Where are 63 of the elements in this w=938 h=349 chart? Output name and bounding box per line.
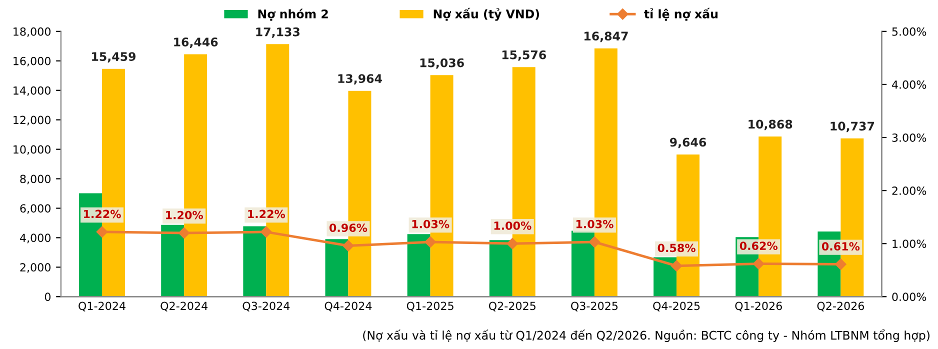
legend-label: Nợ xấu (tỷ VND) [434,8,540,21]
point [342,240,354,252]
y2-tick-label: 3.00% [892,133,926,142]
data-label: 13,964 [338,74,382,85]
point [753,258,764,270]
point [588,236,600,248]
data-label: 9,646 [670,138,706,148]
legend-label: Nợ nhóm 2 [258,8,328,21]
point [96,226,108,238]
y2-tick-label: 4.00% [892,80,926,89]
y-tick-label: 0 [44,292,51,302]
y2-tick-label: 0.00% [892,292,926,302]
data-label: 15,576 [502,50,546,61]
data-label: 1.03% [412,220,450,228]
bar [489,240,512,297]
data-label: 0.58% [658,244,696,252]
x-tick-label: Q1-2025 [406,302,454,312]
data-label: 16,847 [584,32,628,42]
x-tick-label: Q1-2024 [78,302,126,312]
data-label: 15,036 [420,58,464,69]
data-label: 0.62% [740,242,778,250]
y-tick-label: 4,000 [20,234,51,244]
y2-tick-label: 5.00% [892,27,926,36]
x-tick-label: Q1-2026 [735,302,782,312]
x-tick-label: Q3-2025 [571,302,618,312]
point [424,236,436,248]
x-tick-label: Q4-2025 [653,302,700,312]
data-label: 10,737 [830,122,874,132]
y-tick-label: 14,000 [14,86,51,96]
point [178,227,190,239]
data-label: 0.61% [822,242,860,251]
data-label: 1.22% [248,210,286,218]
y-tick-label: 18,000 [14,27,51,37]
data-label: 16,446 [174,38,218,48]
data-label: 17,133 [256,27,300,38]
y-tick-label: 8,000 [20,174,51,184]
data-label: 15,459 [92,52,136,63]
point [260,226,272,238]
bar [243,226,266,297]
y2-tick-label: 2.00% [892,186,926,195]
data-label: 1.20% [166,210,204,220]
data-label: 1.22% [84,210,121,218]
data-label: 0.96% [329,224,368,232]
point [506,238,518,250]
data-label: 1.00% [494,221,532,230]
data-label: 1.03% [576,220,614,228]
bar [325,239,348,297]
y-tick-label: 12,000 [14,116,51,126]
x-tick-label: Q3-2024 [242,302,290,312]
legend-label: tỉ lệ nợ xấu [644,8,718,21]
y-tick-label: 16,000 [14,56,51,66]
x-tick-label: Q4-2024 [324,302,372,312]
y2-tick-label: 1.00% [892,240,926,248]
point [670,260,682,272]
point [835,258,846,270]
data-label: 10,868 [748,120,792,130]
x-tick-label: Q2-2025 [488,302,536,312]
text: (Nợ xấu và tỉ lệ nợ xấu từ Q1/2024 đến Q2/2026. Nguồn: BCTC công ty - Nhóm LTBNM tổng hợp) [363,329,930,342]
x-tick-label: Q2-2024 [160,302,208,312]
x-tick-label: Q2-2026 [817,302,864,312]
y-tick-label: 10,000 [14,145,51,155]
y-tick-label: 2,000 [20,263,51,273]
y-tick-label: 6,000 [20,204,51,214]
